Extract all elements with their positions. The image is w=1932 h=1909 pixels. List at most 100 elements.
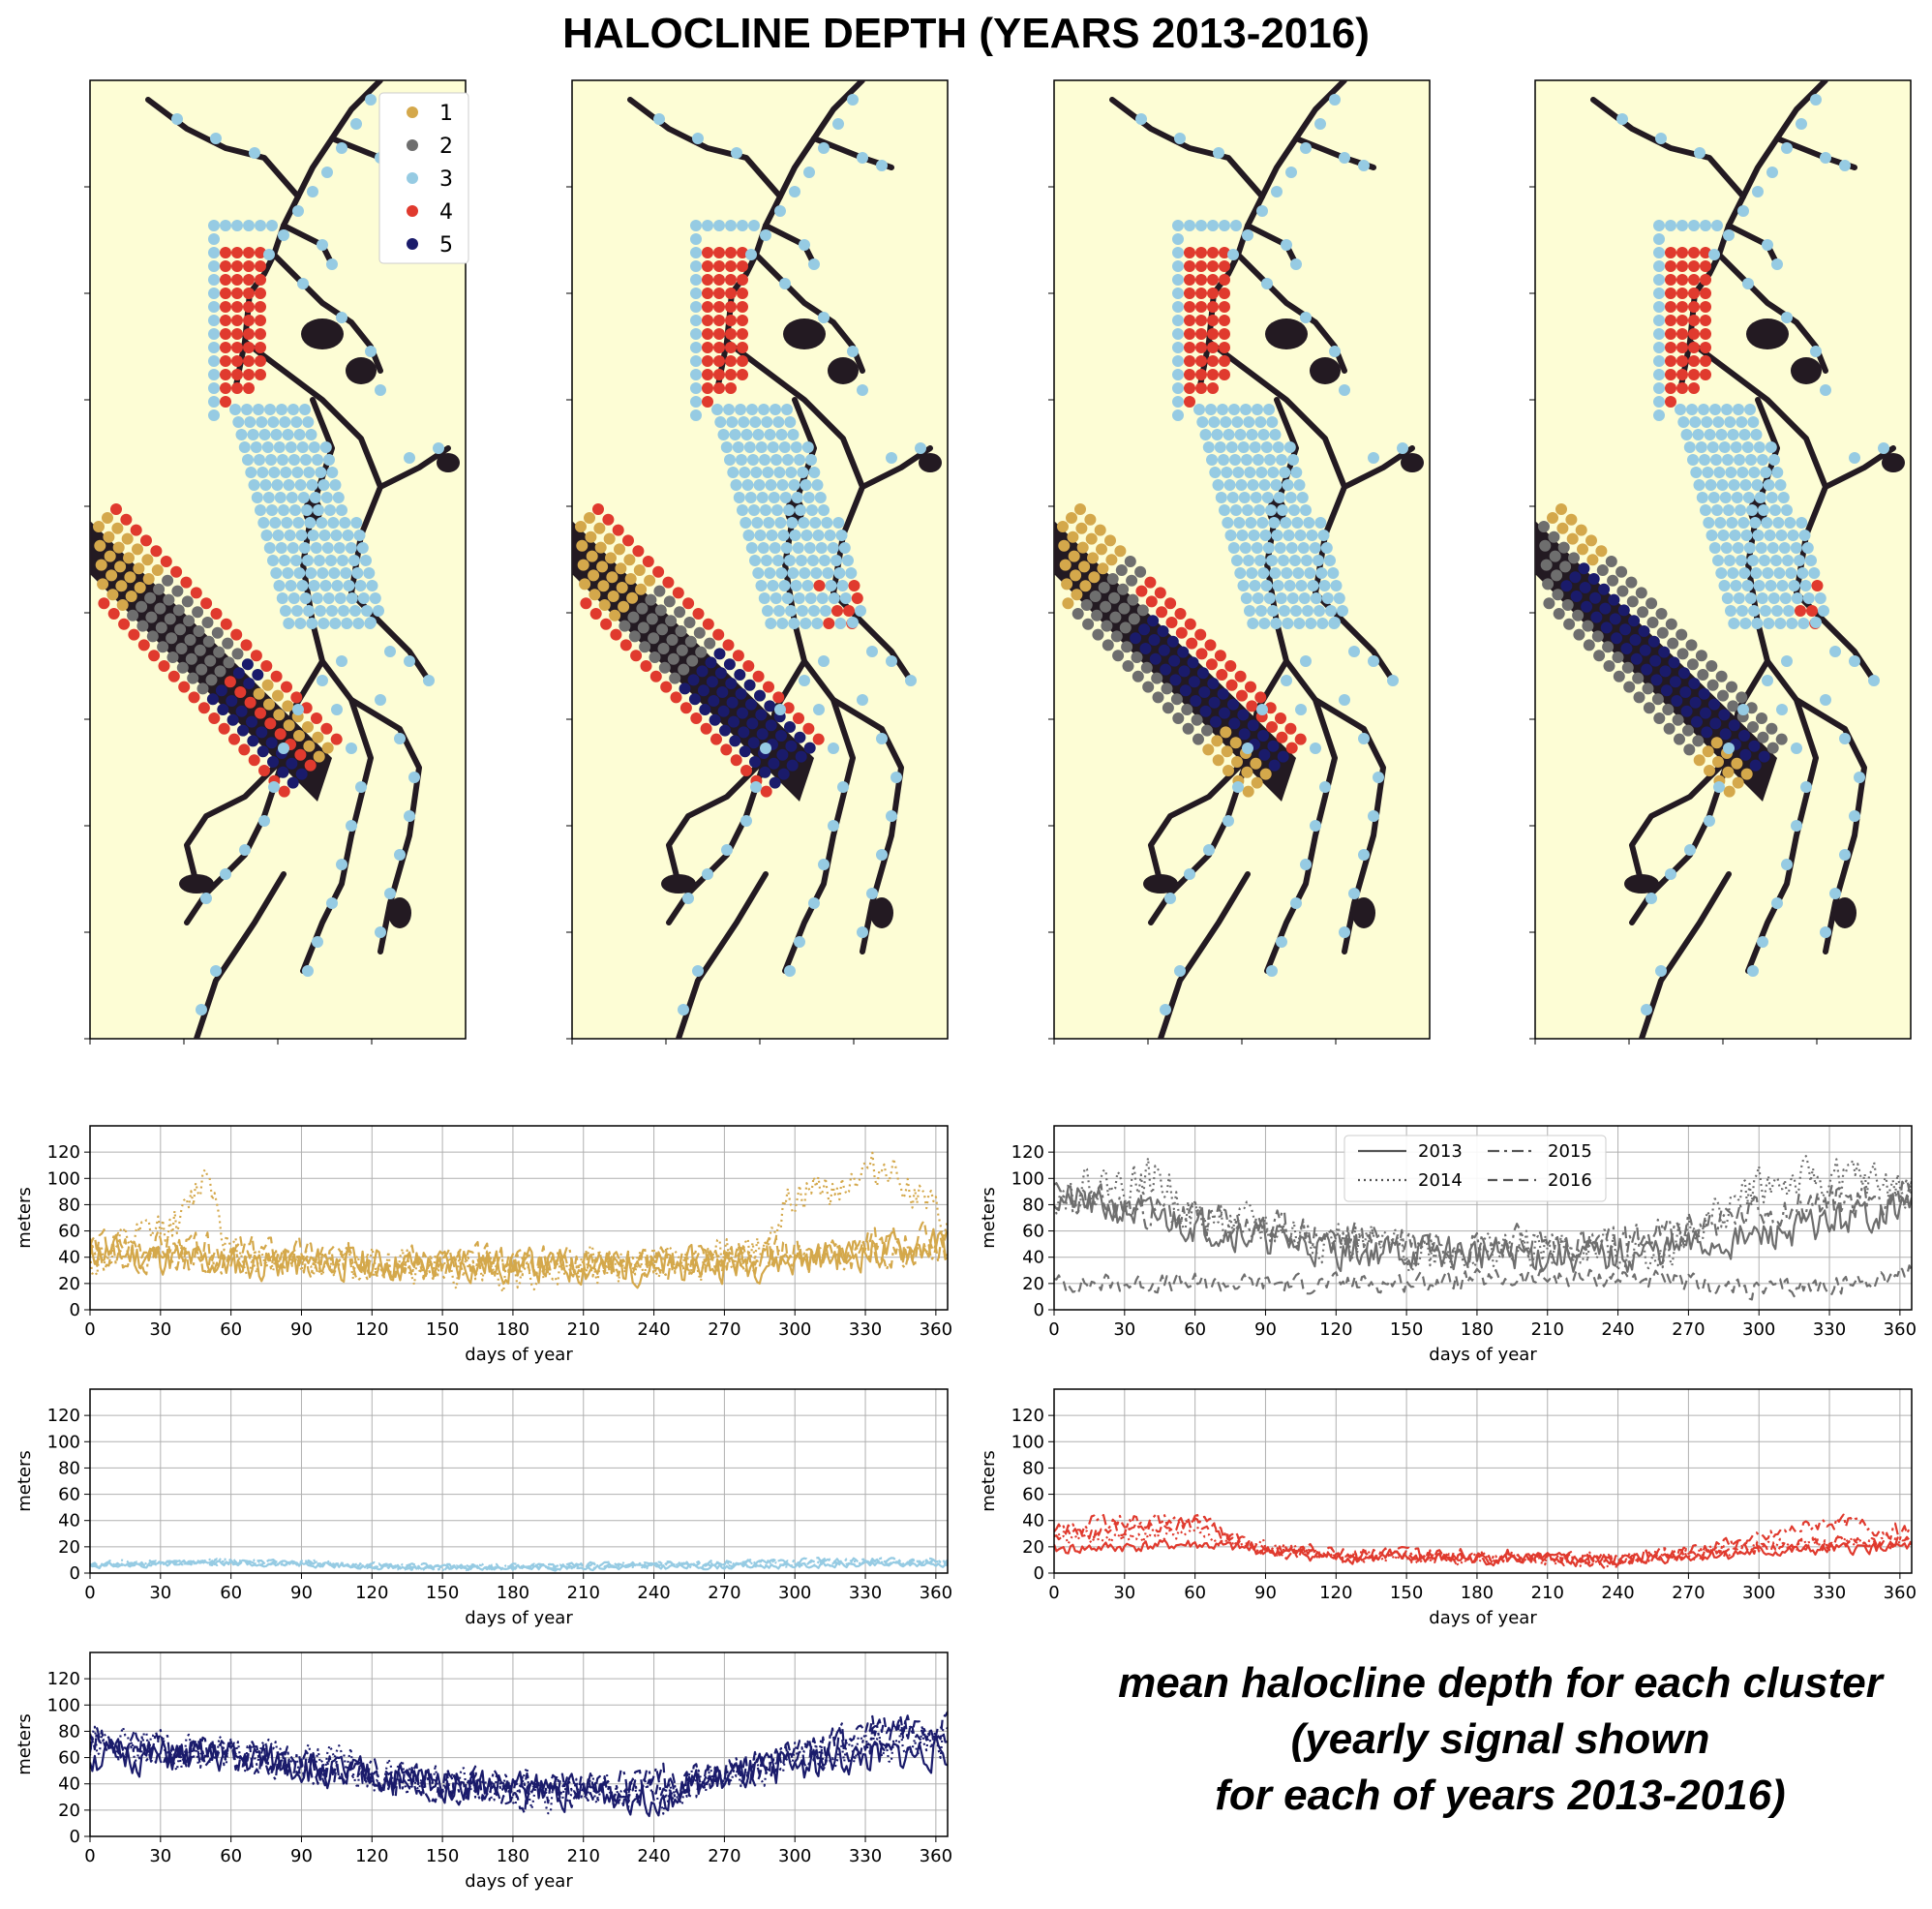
cluster-dot-2 <box>157 641 169 653</box>
cluster-dot-3 <box>280 467 292 478</box>
cluster-dot-1 <box>1068 550 1080 562</box>
cluster-dot-1 <box>1088 571 1101 584</box>
cluster-dot-2 <box>675 625 687 637</box>
cluster-dot-3 <box>1310 820 1321 832</box>
cluster-dot-2 <box>202 635 215 648</box>
cluster-dot-4 <box>660 681 673 693</box>
cluster-dot-1 <box>1740 768 1753 780</box>
cluster-dot-3 <box>1786 618 1798 629</box>
cluster-dot-3 <box>1172 369 1184 380</box>
cluster-dot-3 <box>1750 567 1763 579</box>
cluster-dot-4 <box>1219 301 1230 313</box>
cluster-dot-3 <box>1740 530 1753 541</box>
cluster-dot-4 <box>170 565 183 578</box>
cluster-dot-4 <box>231 301 243 313</box>
cluster-dot-4 <box>1184 328 1195 340</box>
cluster-dot-3 <box>1224 530 1237 541</box>
cluster-dot-3 <box>808 605 820 617</box>
cluster-dot-3 <box>1282 618 1294 629</box>
cluster-dot-2 <box>145 611 158 623</box>
xtick-label: 210 <box>1531 1583 1564 1603</box>
cluster-dot-3 <box>267 555 279 566</box>
cluster-dot-4 <box>702 618 714 630</box>
cluster-dot-5 <box>723 658 736 671</box>
cluster-dot-3 <box>1319 781 1331 793</box>
cluster-dot-3 <box>755 580 768 591</box>
cluster-dot-3 <box>249 147 260 159</box>
cluster-dot-5 <box>756 728 769 741</box>
cluster-dot-4 <box>1174 608 1187 620</box>
cluster-dot-3 <box>819 555 830 566</box>
cluster-dot-3 <box>774 205 786 217</box>
cluster-dot-1 <box>603 532 616 545</box>
cluster-dot-3 <box>284 530 296 541</box>
cluster-dot-5 <box>764 700 776 712</box>
cluster-dot-2 <box>1646 617 1659 628</box>
cluster-dot-4 <box>713 369 725 380</box>
cluster-dot-1 <box>579 578 591 591</box>
cluster-dot-3 <box>1219 504 1230 516</box>
cluster-dot-2 <box>665 615 678 627</box>
series-line-dashed <box>1054 1264 1912 1301</box>
cluster-dot-3 <box>1314 517 1327 529</box>
cluster-dot-2 <box>1122 660 1134 672</box>
xtick-label: 210 <box>567 1846 600 1866</box>
series-legend-label: 2015 <box>1548 1141 1592 1162</box>
cluster-dot-4 <box>720 743 733 756</box>
cluster-dot-3 <box>813 704 825 715</box>
cluster-dot-4 <box>1236 689 1248 702</box>
legend-label-3: 3 <box>439 167 453 192</box>
cluster-dot-3 <box>1284 492 1297 503</box>
cluster-dot-5 <box>1227 698 1239 711</box>
cluster-dot-2 <box>1573 628 1585 641</box>
cluster-dot-3 <box>765 618 777 629</box>
cluster-dot-4 <box>1234 670 1247 682</box>
cluster-dot-4 <box>1184 382 1195 394</box>
cluster-dot-5 <box>708 695 720 707</box>
cluster-dot-3 <box>798 517 810 529</box>
cluster-dot-5 <box>295 768 308 780</box>
legend-marker-2 <box>407 139 418 151</box>
cluster-dot-3 <box>773 605 785 617</box>
cluster-dot-4 <box>137 639 150 651</box>
cluster-dot-3 <box>281 517 293 529</box>
cluster-dot-2 <box>1151 672 1163 684</box>
cluster-dot-2 <box>1682 724 1694 737</box>
cluster-dot-2 <box>1685 639 1698 651</box>
cluster-dot-3 <box>765 479 777 491</box>
coastline-lobe <box>870 897 893 928</box>
cluster-dot-3 <box>1715 567 1728 579</box>
cluster-dot-4 <box>228 733 240 745</box>
cluster-dot-4 <box>178 681 191 693</box>
cluster-dot-4 <box>244 696 257 709</box>
cluster-dot-4 <box>702 342 713 353</box>
cluster-dot-4 <box>1175 626 1188 639</box>
cluster-dot-3 <box>232 416 245 428</box>
cluster-dot-5 <box>1149 652 1162 665</box>
cluster-dot-5 <box>1739 748 1752 761</box>
cluster-dot-2 <box>1695 650 1707 662</box>
cluster-dot-1 <box>321 742 334 754</box>
cluster-dot-1 <box>115 580 128 592</box>
cluster-dot-3 <box>1744 592 1757 604</box>
cluster-dot-3 <box>733 492 745 503</box>
cluster-dot-5 <box>1628 615 1641 627</box>
cluster-dot-4 <box>243 247 255 258</box>
cluster-dot-1 <box>1057 521 1069 532</box>
cluster-dot-3 <box>1751 479 1764 491</box>
cluster-dot-3 <box>1290 258 1302 270</box>
cluster-dot-3 <box>1267 605 1279 617</box>
cluster-dot-3 <box>1665 220 1676 231</box>
cluster-dot-4 <box>793 712 804 724</box>
cluster-dot-2 <box>678 663 690 676</box>
cluster-dot-1 <box>1595 545 1608 558</box>
cluster-dot-2 <box>1653 712 1666 724</box>
cluster-dot-4 <box>231 315 243 326</box>
cluster-dot-3 <box>1184 220 1195 231</box>
cluster-dot-3 <box>774 704 786 715</box>
xtick-label: 330 <box>849 1846 882 1866</box>
series-line-dashdot <box>90 1557 948 1572</box>
cluster-dot-3 <box>1788 580 1800 591</box>
cluster-dot-2 <box>1613 670 1625 682</box>
